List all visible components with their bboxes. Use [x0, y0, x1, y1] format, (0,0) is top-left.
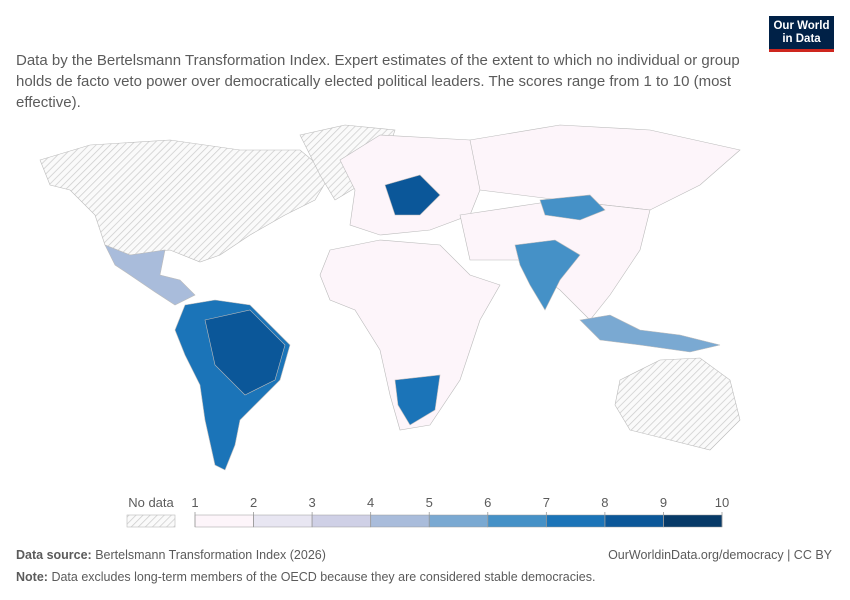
- legend-tick-label: 6: [484, 495, 491, 510]
- east-europe: [384, 174, 441, 216]
- legend-swatch: [428, 514, 489, 528]
- logo-text: Our World: [773, 20, 830, 32]
- legend-tick-label: 4: [367, 495, 374, 510]
- legend-tick-label: 2: [250, 495, 257, 510]
- note-label: Note:: [16, 570, 48, 584]
- legend-tick-label: 5: [426, 495, 433, 510]
- legend-swatch: [311, 514, 371, 528]
- source-text: Bertelsmann Transformation Index (2026): [95, 548, 326, 562]
- legend-swatch: [546, 514, 606, 528]
- legend-swatch: [663, 514, 723, 528]
- legend-swatch: [370, 514, 430, 528]
- no-data-label: No data: [128, 495, 174, 510]
- note: Note: Data excludes long-term members of…: [16, 570, 595, 584]
- source-label: Data source:: [16, 548, 92, 562]
- russia: [469, 124, 741, 211]
- legend-swatch: [194, 514, 254, 528]
- brazil: [204, 309, 286, 396]
- logo[interactable]: Our World in Data: [769, 16, 834, 52]
- legend-swatch: [487, 514, 547, 528]
- legend-tick-label: 7: [543, 495, 550, 510]
- north-america: [39, 139, 331, 263]
- legend-tick-label: 3: [308, 495, 315, 510]
- australia: [614, 357, 741, 451]
- logo-text: in Data: [782, 33, 821, 45]
- legend-tick-label: 1: [191, 495, 198, 510]
- mexico: [104, 244, 196, 306]
- countries: [39, 124, 741, 471]
- africa: [319, 239, 501, 431]
- source: Data source: Bertelsmann Transformation …: [16, 548, 326, 562]
- url[interactable]: OurWorldinData.org/democracy | CC BY: [608, 548, 832, 562]
- legend-swatch: [253, 514, 313, 528]
- indonesia: [579, 314, 721, 353]
- subtitle: Data by the Bertelsmann Transformation I…: [16, 52, 740, 111]
- legend-tick-label: 9: [660, 495, 667, 510]
- mongolia: [539, 194, 606, 221]
- legend-swatch: [604, 514, 664, 528]
- legend-tick-label: 10: [715, 495, 729, 510]
- southern-africa: [394, 374, 441, 426]
- india: [514, 239, 581, 311]
- no-data-swatch: [126, 514, 176, 528]
- note-text: Data excludes long-term members of the O…: [51, 570, 596, 584]
- legend-tick-label: 8: [601, 495, 608, 510]
